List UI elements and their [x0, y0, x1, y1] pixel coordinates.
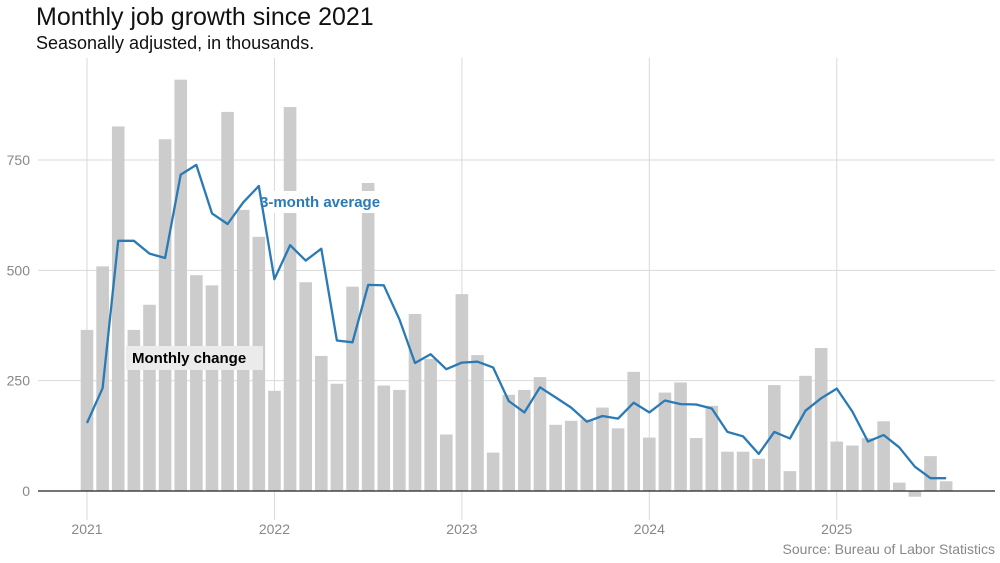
bar: [549, 424, 562, 491]
bar: [752, 458, 765, 491]
bar: [518, 389, 531, 491]
annotation-backgrounds: [126, 191, 396, 370]
bar: [408, 314, 422, 491]
three-month-average-line: [85, 163, 947, 480]
bar: [330, 383, 344, 491]
bar: [596, 407, 609, 491]
x-tick-label: 2024: [634, 521, 665, 537]
bar: [799, 375, 812, 491]
y-tick-label: 500: [7, 262, 31, 278]
bar: [346, 286, 359, 491]
x-tick-label: 2025: [821, 521, 852, 537]
bar: [377, 385, 391, 491]
bar: [533, 377, 547, 491]
bar: [767, 385, 781, 491]
y-tick-label: 750: [7, 152, 31, 168]
bar: [783, 471, 797, 491]
bar: [658, 392, 672, 491]
bar: [611, 428, 625, 491]
bar: [143, 304, 156, 491]
bar: [861, 438, 875, 491]
bar: [455, 294, 469, 491]
bar: [439, 434, 453, 491]
y-tick-label: 250: [7, 373, 31, 389]
bar: [174, 79, 188, 491]
bar: [580, 419, 594, 491]
bar: [283, 107, 297, 491]
bar: [721, 451, 734, 491]
x-tick-label: 2022: [259, 521, 290, 537]
bar: [111, 126, 125, 491]
bar: [627, 371, 640, 491]
chart-title: Monthly job growth since 2021: [36, 3, 374, 31]
bar: [424, 359, 437, 491]
bar: [814, 348, 828, 491]
x-tick-label: 2023: [446, 521, 477, 537]
bar: [393, 389, 406, 491]
bar: [674, 382, 687, 491]
three-month-average-label: 3-month average: [260, 194, 380, 211]
bar: [846, 445, 859, 491]
bar: [361, 182, 375, 491]
chart-subtitle: Seasonally adjusted, in thousands.: [36, 33, 315, 53]
bar: [268, 390, 281, 491]
bar: [736, 451, 750, 491]
source-note: Source: Bureau of Labor Statistics: [783, 541, 995, 557]
bar: [502, 394, 516, 491]
bar: [315, 355, 328, 491]
bar: [190, 275, 203, 491]
bar-series: [80, 79, 953, 497]
bar: [299, 282, 312, 491]
bar: [158, 139, 172, 492]
bar: [205, 285, 219, 491]
bar: [830, 441, 844, 491]
bar: [877, 421, 890, 491]
monthly-change-label: Monthly change: [132, 350, 246, 367]
bar: [908, 491, 922, 497]
bar: [471, 355, 484, 491]
x-tick-label: 2021: [71, 521, 102, 537]
bar: [564, 420, 578, 491]
bar: [939, 481, 953, 491]
y-tick-label: 0: [22, 483, 30, 499]
bar: [892, 482, 906, 491]
bar: [127, 329, 141, 491]
bar: [689, 438, 703, 491]
monthly-change-label-bg: [126, 346, 263, 370]
bar: [486, 452, 500, 491]
three-month-average-label-bg: [256, 191, 396, 213]
bar: [221, 111, 234, 492]
bar: [924, 456, 937, 491]
axis-labels: 0 250 500 750 2021 2022 2023 2024 2025: [7, 152, 853, 537]
bar: [705, 405, 719, 491]
bar: [80, 329, 94, 491]
bar: [643, 437, 656, 491]
